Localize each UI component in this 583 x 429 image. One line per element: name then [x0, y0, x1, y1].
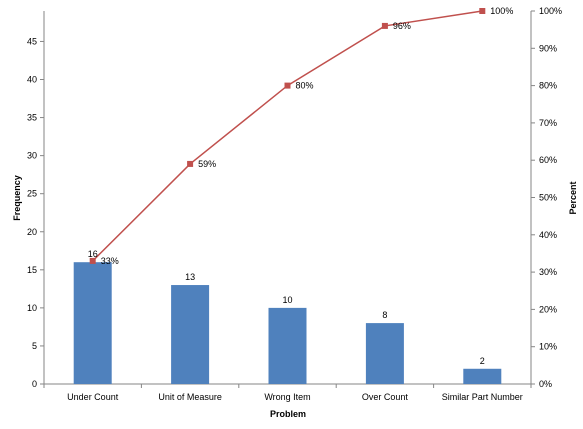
y2-tick-label: 80% [539, 81, 557, 91]
data-labels: 16 13 10 8 2 33% 59% 80% 96% 100% [88, 6, 514, 366]
y2-tick-label: 70% [539, 118, 557, 128]
y-axis-title: Frequency [12, 175, 22, 221]
y2-tick-label: 0% [539, 379, 552, 389]
y2-axis-title: Percent [568, 181, 578, 214]
bar [463, 368, 502, 384]
y-tick-label: 5 [32, 341, 37, 351]
y2-tick-label: 40% [539, 230, 557, 240]
y2-tick-label: 10% [539, 342, 557, 352]
bar-data-label: 13 [185, 272, 195, 282]
cumulative-line [92, 10, 483, 262]
axes: 0 5 10 15 20 25 30 35 40 45 0% 10% 20% 30% 40% 50% 60% 70… [27, 6, 562, 402]
y-tick-label: 35 [27, 113, 37, 123]
line-data-label: 80% [296, 81, 314, 91]
bar-series [73, 262, 502, 384]
line-data-label: 59% [198, 159, 216, 169]
y-tick-label: 10 [27, 303, 37, 313]
bar [365, 323, 404, 384]
cumulative-percent-series [89, 8, 486, 264]
x-tick-label: Under Count [67, 392, 119, 402]
y-tick-label: 25 [27, 189, 37, 199]
bar-data-label: 2 [480, 356, 485, 366]
y2-tick-label: 20% [539, 304, 557, 314]
line-data-label: 96% [393, 21, 411, 31]
line-data-label: 33% [101, 256, 119, 266]
y-tick-label: 30 [27, 151, 37, 161]
x-tick-label: Unit of Measure [158, 392, 222, 402]
y-tick-label: 0 [32, 379, 37, 389]
bar [73, 262, 112, 384]
x-axis-title: Problem [270, 409, 306, 419]
y-tick-label: 45 [27, 36, 37, 46]
bar-data-label: 10 [282, 295, 292, 305]
bar-data-label: 16 [88, 249, 98, 259]
y2-tick-label: 50% [539, 193, 557, 203]
y-tick-label: 40 [27, 75, 37, 85]
line-point [284, 82, 291, 89]
x-tick-label: Similar Part Number [442, 392, 523, 402]
line-point [89, 257, 96, 264]
line-point [187, 160, 194, 167]
y-tick-label: 20 [27, 227, 37, 237]
line-point [381, 22, 388, 29]
x-tick-label: Over Count [362, 392, 409, 402]
y2-tick-label: 100% [539, 6, 562, 16]
y2-tick-label: 60% [539, 155, 557, 165]
y-tick-label: 15 [27, 265, 37, 275]
y2-tick-label: 90% [539, 43, 557, 53]
line-data-label: 100% [490, 6, 513, 16]
bar [171, 285, 210, 384]
y2-tick-label: 30% [539, 267, 557, 277]
x-tick-label: Wrong Item [264, 392, 310, 402]
bar-data-label: 8 [382, 310, 387, 320]
line-point [479, 8, 486, 14]
bar [268, 307, 307, 384]
